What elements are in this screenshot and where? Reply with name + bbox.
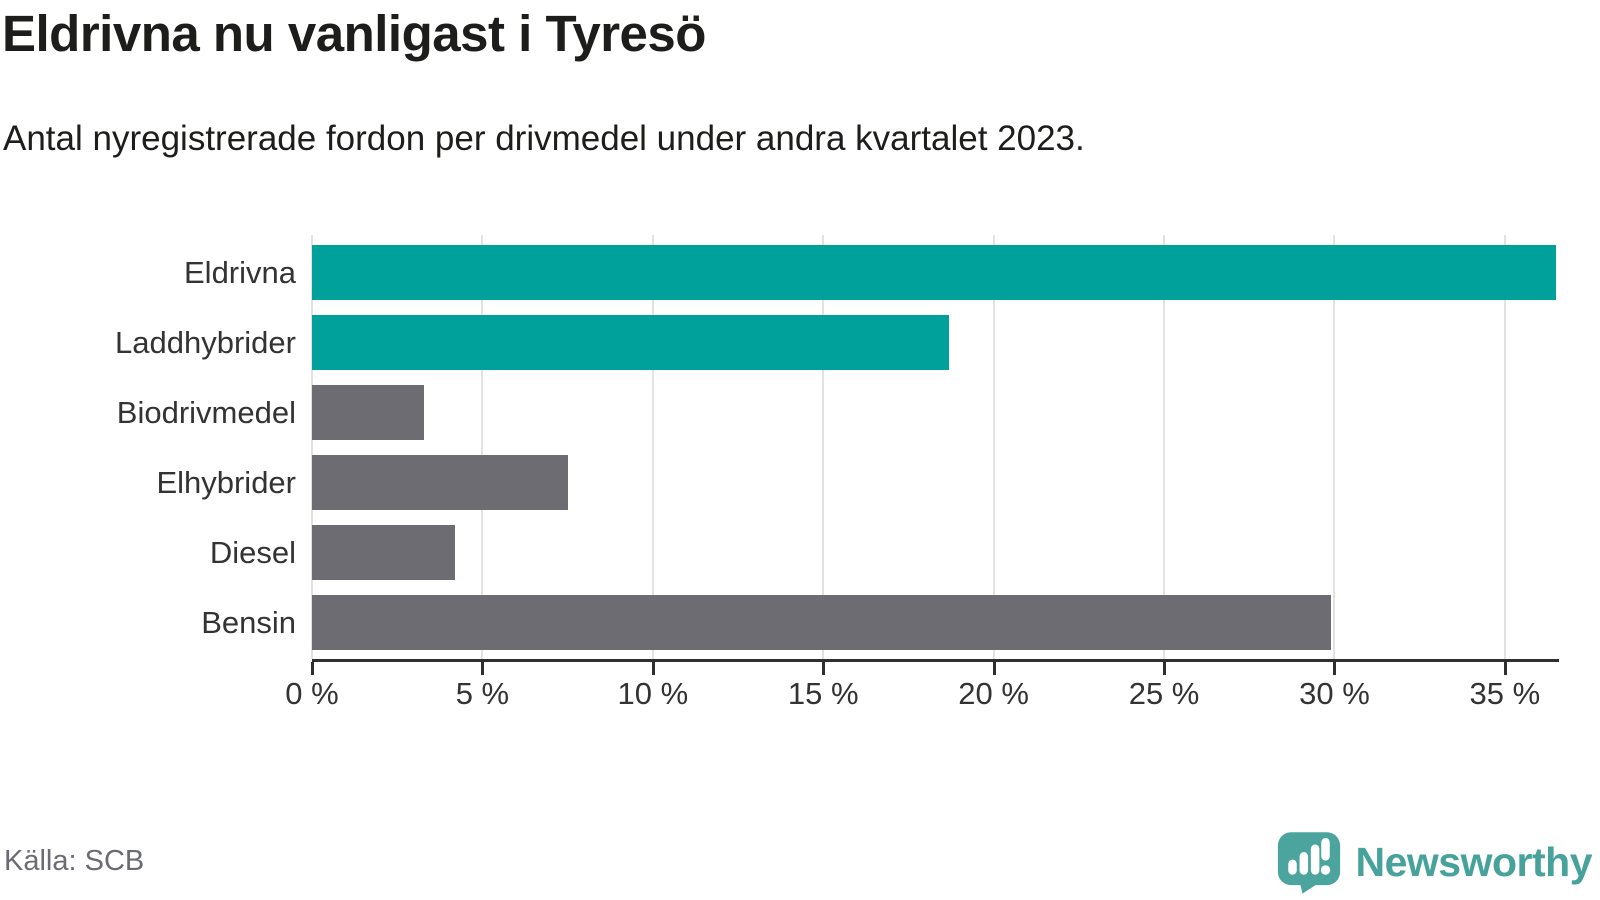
category-label-laddhybrider: Laddhybrider bbox=[115, 325, 296, 360]
x-tick-label-25: 25 % bbox=[1128, 676, 1200, 711]
bar-biodrivmedel bbox=[312, 385, 425, 440]
category-label-eldrivna: Eldrivna bbox=[184, 255, 296, 290]
x-tick-label-5: 5 % bbox=[455, 676, 510, 711]
x-tick-label-30: 30 % bbox=[1299, 676, 1370, 711]
category-label-elhybrider: Elhybrider bbox=[156, 465, 296, 500]
x-tick-25 bbox=[1163, 662, 1167, 675]
x-tick-35 bbox=[1503, 662, 1507, 675]
x-tick-label-20: 20 % bbox=[958, 676, 1029, 711]
x-tick-0 bbox=[311, 662, 314, 675]
gridline-35 bbox=[1503, 235, 1506, 659]
bar-elhybrider bbox=[312, 455, 568, 510]
gridline-15 bbox=[822, 235, 825, 659]
gridline-10 bbox=[651, 235, 654, 659]
category-label-diesel: Diesel bbox=[209, 535, 296, 570]
gridline-5 bbox=[481, 235, 484, 659]
bar-diesel bbox=[312, 525, 456, 580]
bar-chart-plot-area bbox=[311, 235, 1556, 659]
x-tick-label-0: 0 % bbox=[285, 676, 339, 711]
category-label-bensin: Bensin bbox=[201, 605, 296, 640]
gridline-25 bbox=[1163, 235, 1166, 659]
x-tick-5 bbox=[481, 662, 485, 675]
x-tick-10 bbox=[651, 662, 655, 675]
x-tick-30 bbox=[1333, 662, 1337, 675]
x-tick-label-35: 35 % bbox=[1469, 676, 1541, 711]
x-tick-15 bbox=[822, 662, 826, 675]
bar-eldrivna bbox=[312, 245, 1556, 300]
bar-bensin bbox=[312, 595, 1332, 650]
chart-subtitle: Antal nyregistrerade fordon per drivmede… bbox=[3, 119, 1085, 158]
category-label-biodrivmedel: Biodrivmedel bbox=[116, 395, 296, 430]
gridline-30 bbox=[1333, 235, 1336, 659]
page-title: Eldrivna nu vanligast i Tyresö bbox=[2, 5, 706, 62]
x-tick-label-10: 10 % bbox=[617, 676, 689, 711]
newsworthy-wordmark: Newsworthy bbox=[1355, 838, 1593, 885]
gridline-0 bbox=[311, 235, 313, 659]
source-note: Källa: SCB bbox=[4, 845, 145, 877]
gridline-20 bbox=[992, 235, 995, 659]
newsworthy-logo-icon bbox=[1276, 830, 1342, 894]
x-tick-label-15: 15 % bbox=[787, 676, 859, 711]
bar-laddhybrider bbox=[312, 315, 950, 370]
x-axis-line bbox=[312, 659, 1559, 662]
x-tick-20 bbox=[992, 662, 996, 675]
newsworthy-brand: Newsworthy bbox=[1276, 830, 1593, 894]
